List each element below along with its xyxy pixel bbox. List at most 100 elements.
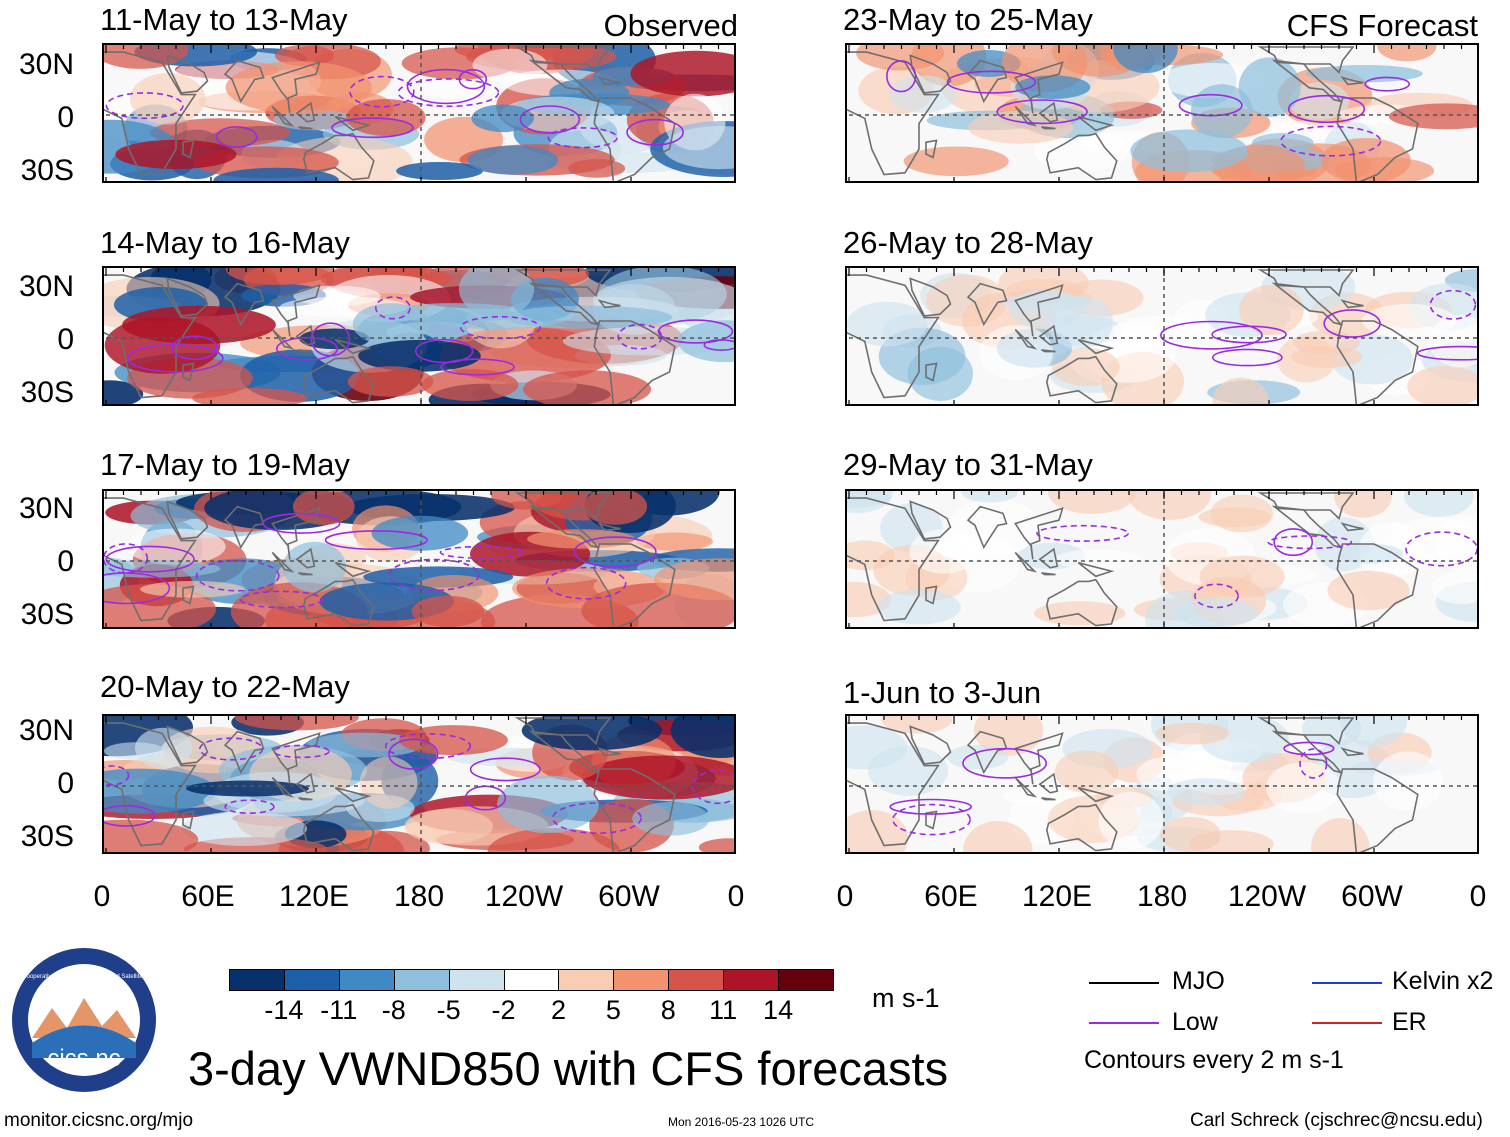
coastline bbox=[295, 772, 316, 794]
anomaly-cell bbox=[847, 491, 893, 514]
colorbar-units: m s-1 bbox=[872, 983, 940, 1013]
low-contour bbox=[458, 69, 488, 90]
anomaly-cell bbox=[293, 285, 381, 307]
anomaly-cell bbox=[371, 515, 469, 551]
coastline bbox=[223, 282, 265, 327]
panel-forecast-4 bbox=[845, 714, 1479, 854]
map-heatmap bbox=[104, 716, 734, 852]
colorbar-swatch bbox=[558, 969, 615, 991]
coastline bbox=[271, 776, 295, 798]
coastline bbox=[302, 578, 375, 627]
lon-tick-120e: 120E bbox=[1021, 880, 1093, 913]
lon-tick-0-end: 0 bbox=[727, 880, 745, 913]
anomaly-cell bbox=[1266, 762, 1341, 814]
coastline bbox=[182, 810, 195, 830]
low-contour bbox=[962, 747, 1048, 779]
anomaly-cell bbox=[1054, 549, 1140, 570]
anomaly-cell bbox=[1239, 284, 1304, 336]
colorbar-label: -2 bbox=[491, 995, 516, 1025]
coastline bbox=[1014, 61, 1064, 114]
panel-title-fc-1: 23-May to 25-May bbox=[843, 2, 1093, 37]
coastline bbox=[182, 362, 195, 382]
low-contour bbox=[892, 803, 971, 836]
low-contour bbox=[104, 805, 156, 827]
anomaly-cell bbox=[1199, 555, 1285, 598]
lat-tick-0: 0 bbox=[57, 101, 74, 134]
footer-author[interactable]: Carl Schreck (cjschrec@ncsu.edu) bbox=[1190, 1110, 1483, 1131]
anomaly-cell bbox=[458, 268, 535, 318]
coastline bbox=[298, 797, 313, 801]
low-contour bbox=[127, 343, 224, 373]
anomaly-cell bbox=[1167, 778, 1245, 806]
low-contour bbox=[171, 335, 218, 361]
anomaly-cell bbox=[225, 268, 333, 285]
coastline bbox=[295, 101, 316, 123]
anomaly-cell bbox=[636, 532, 713, 551]
low-contour bbox=[1405, 531, 1477, 567]
colorbar-swatch bbox=[338, 969, 395, 991]
footer-url[interactable]: monitor.cicsnc.org/mjo bbox=[4, 1110, 194, 1131]
low-contour bbox=[692, 769, 734, 805]
low-contour bbox=[519, 105, 581, 134]
coastline bbox=[1336, 320, 1419, 404]
lon-tick-0-end: 0 bbox=[1469, 880, 1487, 913]
colorbar-label: -5 bbox=[436, 995, 461, 1025]
panel-forecast-3 bbox=[845, 489, 1479, 629]
colorbar-swatch bbox=[229, 969, 285, 991]
anomaly-cell bbox=[275, 45, 335, 67]
anomaly-cell bbox=[1334, 491, 1392, 518]
coastline bbox=[271, 105, 295, 127]
legend-kelvin-line bbox=[1312, 982, 1382, 984]
anomaly-cell bbox=[104, 819, 199, 852]
anomaly-cell bbox=[961, 491, 1018, 503]
low-contour bbox=[104, 572, 171, 605]
coastline bbox=[966, 59, 1008, 104]
coastline bbox=[223, 505, 265, 550]
anomaly-cell bbox=[1373, 751, 1443, 811]
coastline bbox=[1041, 572, 1056, 576]
lat-tick-0: 0 bbox=[57, 545, 74, 578]
coastline bbox=[298, 572, 313, 576]
anomaly-cell bbox=[907, 346, 973, 401]
coastline bbox=[1014, 551, 1038, 573]
anomaly-cell bbox=[504, 305, 673, 329]
low-contour bbox=[104, 765, 130, 786]
coastline bbox=[1045, 355, 1118, 404]
colorbar-swatch bbox=[668, 969, 725, 991]
lat-tick-30s: 30S bbox=[20, 154, 74, 187]
coastline bbox=[295, 547, 316, 569]
anomaly-cell bbox=[404, 808, 493, 844]
cics-logo: cics.nc Cooperative Institute for Climat… bbox=[12, 948, 156, 1092]
panel-observed-3 bbox=[102, 489, 736, 629]
anomaly-cell bbox=[471, 104, 534, 133]
main-title: 3-day VWND850 with CFS forecasts bbox=[188, 1042, 949, 1095]
legend-low-label: Low bbox=[1172, 1008, 1218, 1036]
panel-forecast-1 bbox=[845, 43, 1479, 183]
coastline bbox=[271, 732, 321, 785]
coastline bbox=[1041, 349, 1056, 353]
panel-title-fc-3: 29-May to 31-May bbox=[843, 447, 1093, 482]
low-contour bbox=[1211, 348, 1283, 367]
coastline bbox=[182, 139, 195, 159]
coastline bbox=[1257, 269, 1355, 297]
anomaly-cell bbox=[1362, 303, 1457, 338]
lat-tick-30s: 30S bbox=[20, 820, 74, 853]
coastline bbox=[597, 747, 621, 757]
low-contour bbox=[195, 559, 280, 592]
contour-note: Contours every 2 m s-1 bbox=[1084, 1046, 1344, 1074]
anomaly-cell bbox=[1311, 818, 1370, 852]
coastline bbox=[1340, 747, 1364, 757]
low-contour bbox=[397, 78, 500, 108]
lon-tick-180: 180 bbox=[1136, 880, 1188, 913]
coastline bbox=[966, 730, 1008, 775]
low-contour bbox=[262, 512, 341, 534]
coastline bbox=[514, 269, 612, 297]
coastline bbox=[1077, 561, 1115, 578]
colorbar-label: -8 bbox=[381, 995, 406, 1025]
coastline bbox=[966, 282, 1008, 327]
anomaly-cell bbox=[104, 45, 189, 69]
anomaly-cell bbox=[283, 541, 346, 593]
anomaly-cell bbox=[1390, 517, 1477, 559]
anomaly-cell bbox=[347, 366, 434, 397]
panel-title-obs-2: 14-May to 16-May bbox=[100, 225, 350, 260]
